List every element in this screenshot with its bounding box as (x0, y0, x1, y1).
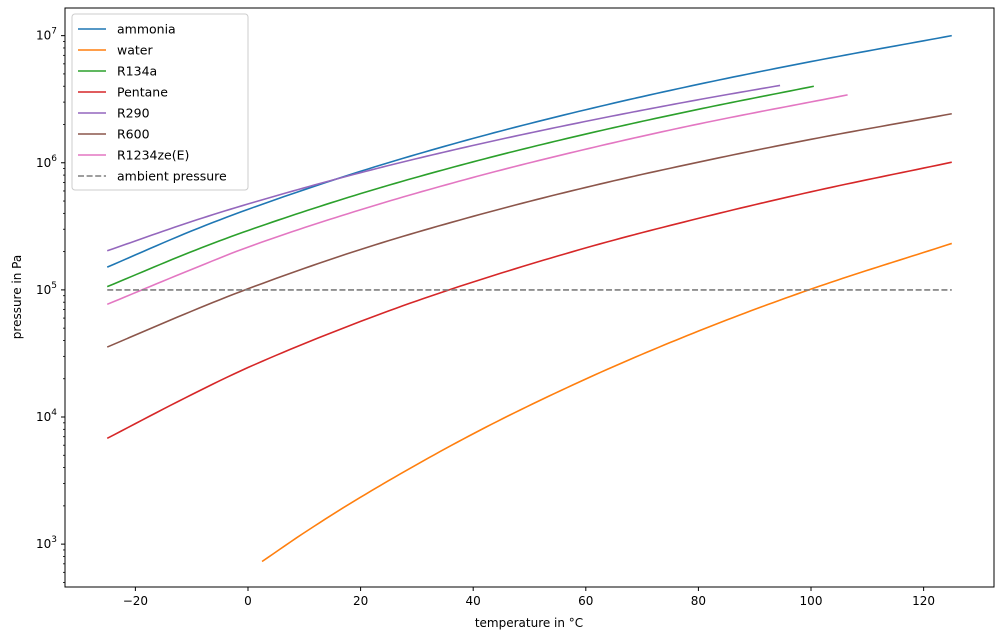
series-line-r290 (106, 84, 781, 252)
series-line-r600 (106, 112, 952, 348)
legend-label-r600: R600 (117, 127, 150, 142)
plot-frame (64, 7, 995, 588)
legend-label-ambient-pressure: ambient pressure (117, 169, 227, 184)
series-line-pentane (106, 161, 952, 440)
x-tick-label: 60 (578, 594, 593, 608)
x-tick-label: 100 (800, 594, 823, 608)
series-line-water (261, 242, 953, 563)
legend-label-r134a: R134a (117, 64, 157, 79)
y-tick-label: 104 (36, 408, 57, 424)
legend-label-water: water (117, 43, 153, 58)
series-line-ammonia (106, 34, 952, 268)
legend-label-r290: R290 (117, 106, 150, 121)
series-line-r134a (106, 85, 814, 288)
y-tick-label: 107 (36, 27, 57, 43)
series-layer (106, 34, 953, 563)
x-tick-label: 120 (912, 594, 935, 608)
legend-box (71, 13, 249, 191)
legend: ammonia water R134a Pentane R290 R600 R1234ze(… (71, 13, 249, 191)
y-tick-label: 103 (36, 535, 57, 551)
x-tick-label: 20 (353, 594, 368, 608)
y-tick-label: 106 (36, 154, 57, 170)
x-tick-label: 0 (244, 594, 252, 608)
legend-label-r1234ze-e: R1234ze(E) (117, 148, 189, 163)
x-axis-label: temperature in °C (475, 616, 583, 630)
y-axis-label: pressure in Pa (10, 255, 24, 339)
x-tick-label: −20 (123, 594, 148, 608)
legend-label-pentane: Pentane (117, 85, 168, 100)
y-tick-label: 105 (36, 281, 57, 297)
legend-label-ammonia: ammonia (117, 22, 176, 37)
series-line-r1234ze-e (106, 94, 848, 306)
x-tick-label: 80 (691, 594, 706, 608)
y-axis-ticks: 103 104 105 106 107 (36, 27, 65, 583)
x-axis-ticks: −20 0 20 40 60 80 100 120 (123, 587, 935, 608)
x-tick-label: 40 (466, 594, 481, 608)
